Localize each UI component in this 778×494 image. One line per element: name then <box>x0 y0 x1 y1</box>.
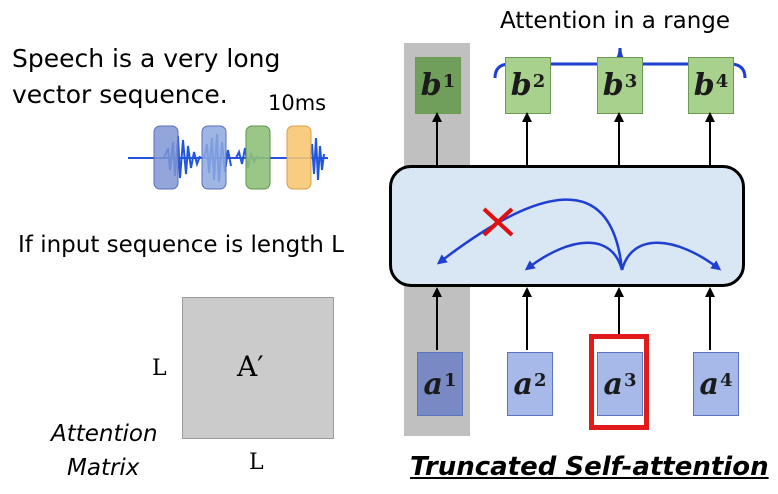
arc-to-position-2 <box>524 241 624 271</box>
range-brace <box>493 47 747 79</box>
speech-description-line2: vector sequence. <box>12 80 228 109</box>
speech-description-line1: Speech is a very long <box>12 44 281 73</box>
blocked-attention-cross <box>482 207 514 237</box>
self-attention-layer <box>389 165 745 287</box>
matrix-caption-line2: Matrix <box>67 455 140 481</box>
attention-matrix <box>182 297 334 439</box>
current-position-highlight <box>589 334 649 430</box>
speech-frame-3 <box>245 125 271 190</box>
speech-frame-4 <box>286 125 312 190</box>
attention-range-text: Attention in a range <box>500 8 731 34</box>
matrix-bottom-label: L <box>249 450 264 475</box>
arc-to-position-1 <box>436 198 624 271</box>
frame-duration-label: 10ms <box>268 91 327 115</box>
diagram-title: Truncated Self-attention <box>410 452 769 482</box>
input-length-text: If input sequence is length L <box>18 232 344 258</box>
matrix-caption-line1: Attention <box>51 421 158 447</box>
arc-to-position-4 <box>620 241 722 271</box>
speech-frame-2 <box>201 125 227 190</box>
speech-frame-1 <box>153 125 179 190</box>
speech-waveform <box>128 125 328 190</box>
matrix-center-label: A′ <box>237 350 264 383</box>
matrix-side-label: L <box>152 356 167 381</box>
